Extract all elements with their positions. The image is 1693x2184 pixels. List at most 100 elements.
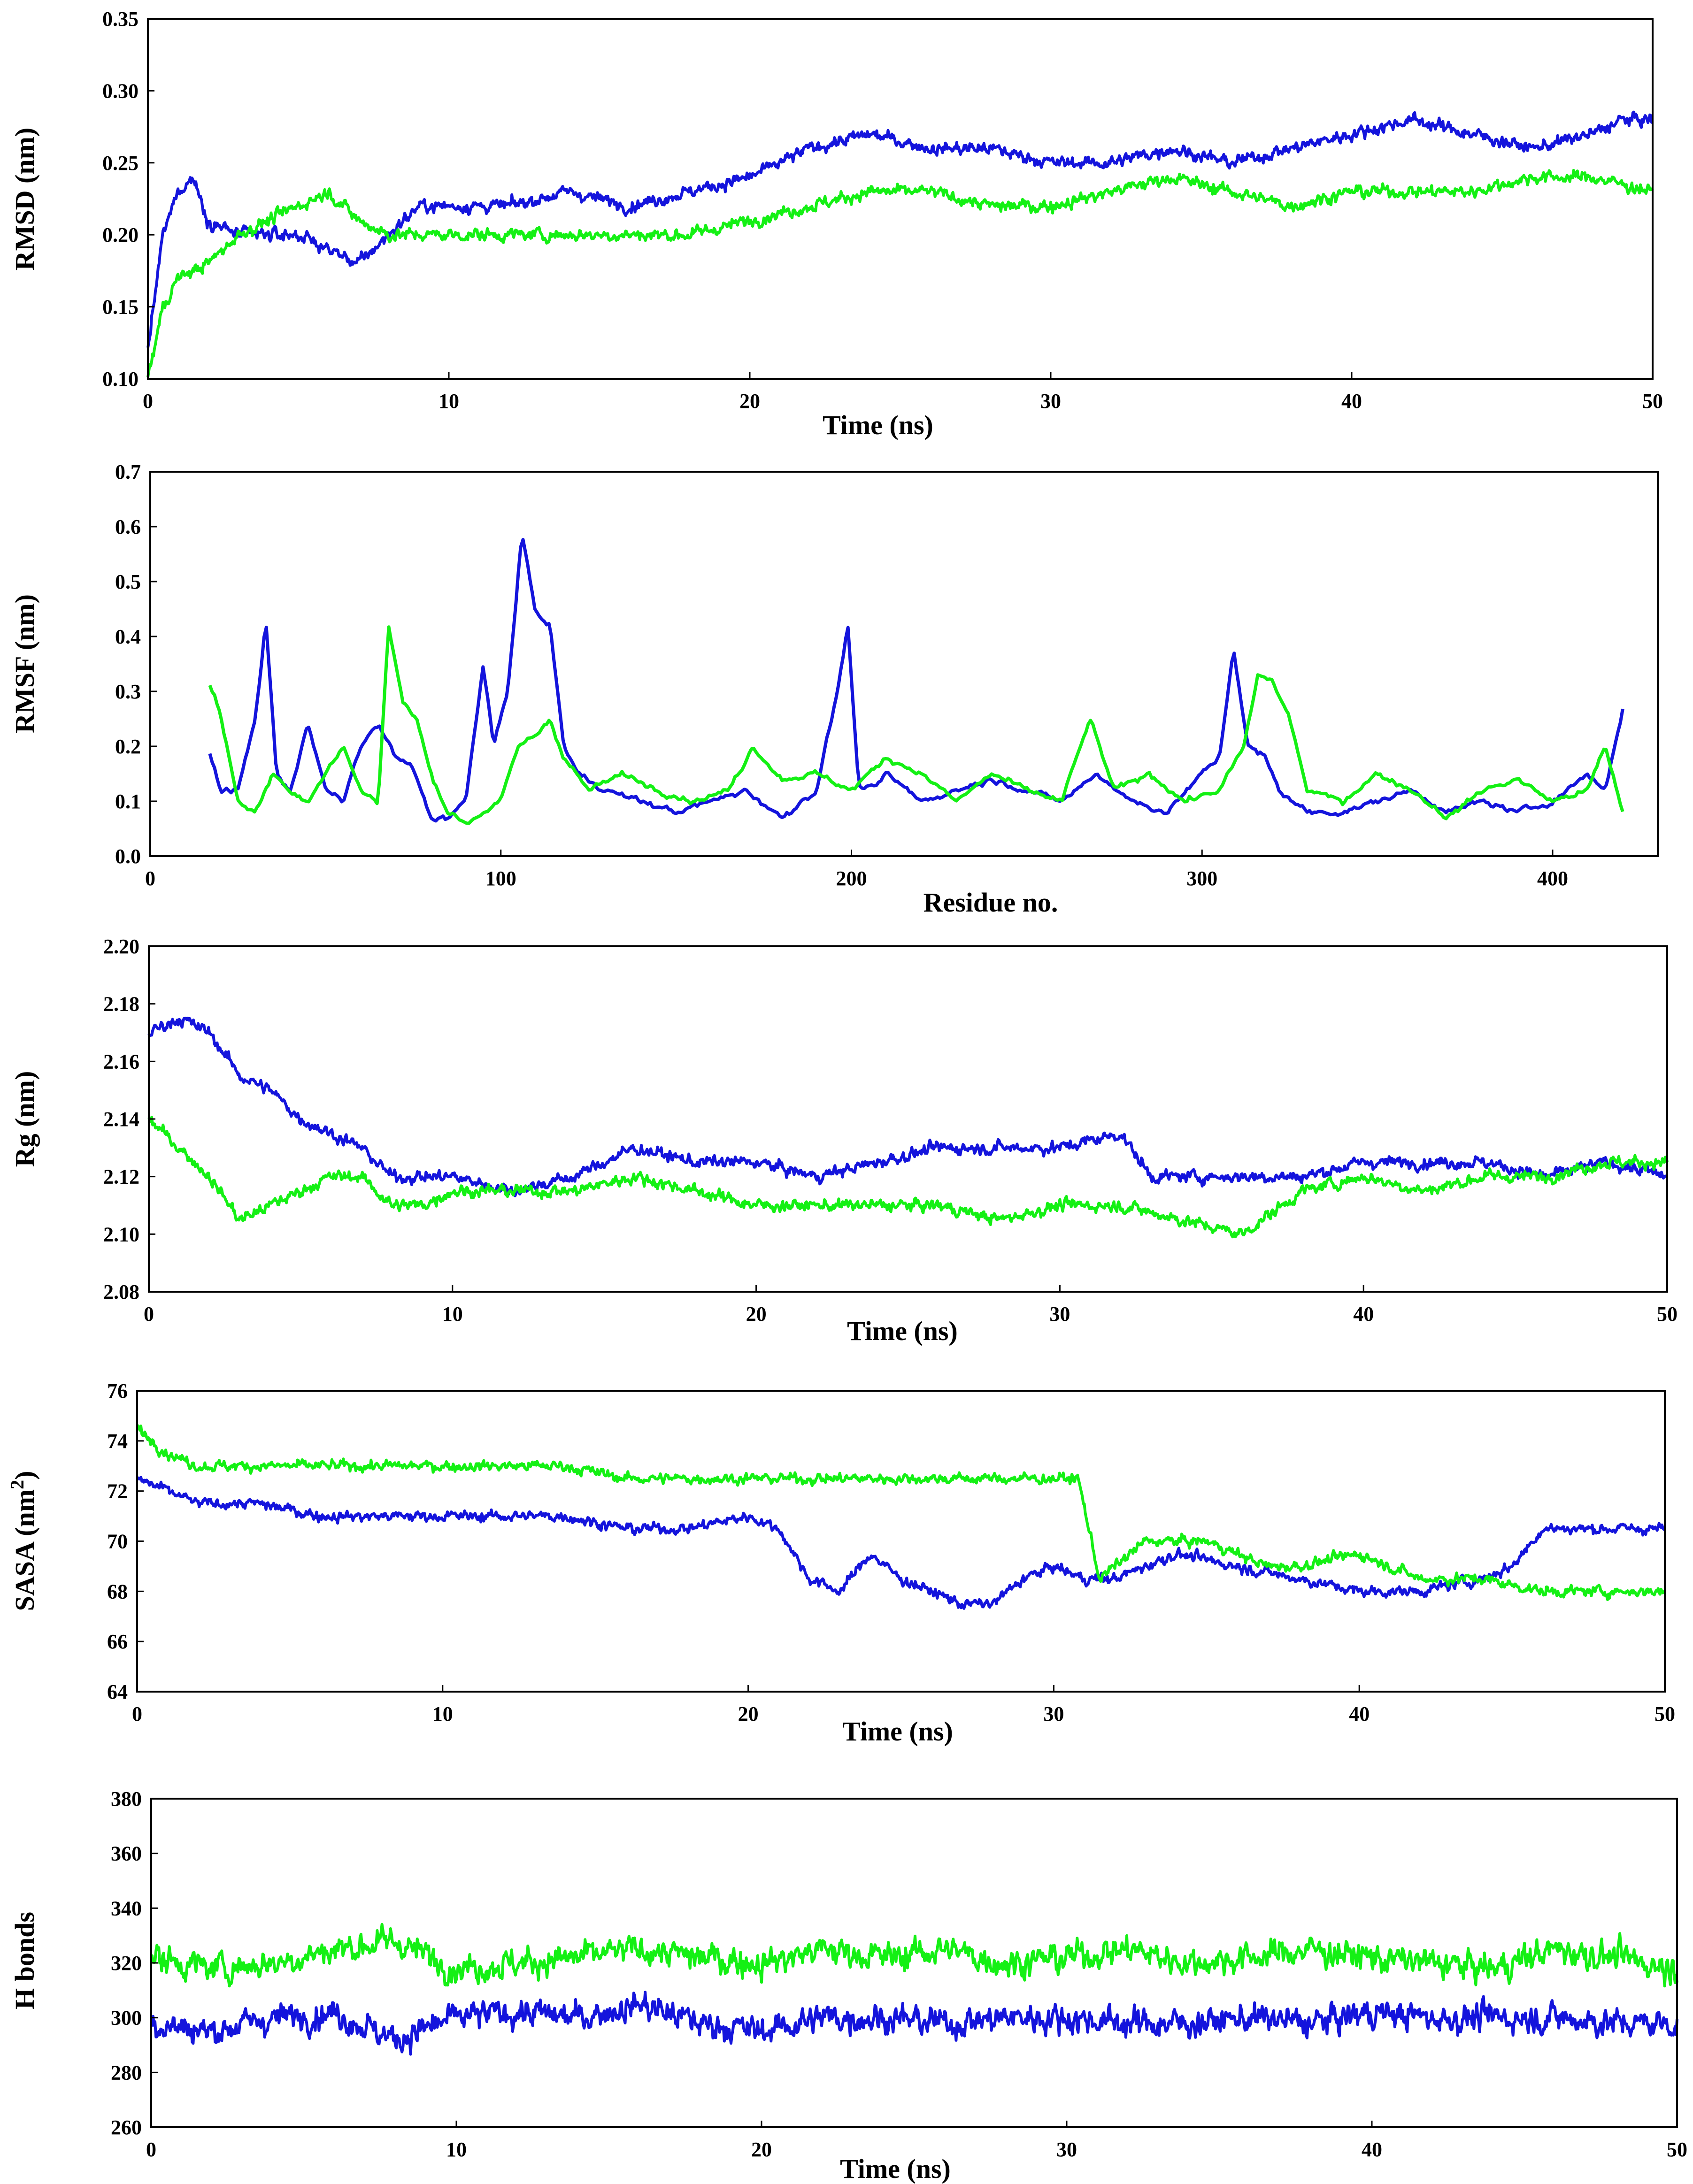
rmsf-x-tick-label: 0	[145, 867, 155, 890]
rmsd-y-tick-label: 0.30	[102, 79, 139, 102]
sasa-y-tick-label: 68	[107, 1580, 128, 1603]
rmsf-y-tick-label: 0.7	[115, 460, 141, 483]
sasa-x-axis-label: Time (ns)	[842, 1716, 953, 1747]
rg-series-layer	[147, 1017, 1669, 1239]
rmsd-y-tick-label: 0.25	[102, 152, 139, 175]
rg-y-tick-label: 2.12	[103, 1165, 139, 1188]
hbonds-y-tick-label: 300	[111, 2007, 142, 2030]
rmsf-y-tick-label: 0.6	[115, 515, 141, 538]
rmsd-x-tick-label: 40	[1341, 390, 1362, 413]
rmsd-y-axis-label: RMSD (nm)	[9, 128, 40, 270]
rg-x-ticks: 0 10 20 30 40 50	[144, 1285, 1678, 1326]
hbonds-series-green	[150, 1923, 1678, 1988]
rmsf-series-layer	[208, 538, 1624, 825]
hbonds-y-tick-label: 340	[111, 1897, 142, 1920]
sasa-x-tick-label: 50	[1655, 1702, 1675, 1725]
rg-y-tick-label: 2.18	[103, 993, 139, 1016]
rg-x-tick-label: 20	[746, 1303, 767, 1326]
sasa-y-axis-label-close: )	[9, 1471, 40, 1480]
rg-x-tick-label: 50	[1657, 1303, 1678, 1326]
rmsd-x-ticks: 0 10 20 30 40 50	[143, 372, 1663, 413]
sasa-y-axis-label-superscript: 2	[7, 1480, 28, 1489]
sasa-y-tick-label: 64	[107, 1680, 128, 1703]
hbonds-x-tick-label: 30	[1056, 2138, 1077, 2161]
hbonds-x-tick-label: 10	[446, 2138, 467, 2161]
hbonds-y-tick-label: 380	[111, 1787, 142, 1810]
rmsf-x-tick-label: 400	[1537, 867, 1568, 890]
rmsd-x-tick-label: 50	[1642, 390, 1663, 413]
rmsf-x-ticks: 0 100 200 300 400	[145, 850, 1568, 890]
rmsf-x-tick-label: 300	[1186, 867, 1217, 890]
rg-panel: 0 10 20 30 40 50 2.08 2.10 2.12 2.14 2.16 2.18 2.20…	[9, 935, 1678, 1346]
hbonds-y-tick-label: 360	[111, 1842, 142, 1865]
sasa-y-tick-label: 74	[107, 1430, 128, 1453]
rg-x-axis-label: Time (ns)	[847, 1316, 958, 1346]
sasa-panel: 0 10 20 30 40 50 64 66 68 70 72 74 76 Time (ns) SAS…	[7, 1379, 1676, 1747]
rmsf-series-blue	[208, 538, 1624, 823]
rmsf-plot-frame	[149, 471, 1659, 857]
sasa-x-tick-label: 20	[738, 1702, 759, 1725]
rmsd-x-tick-label: 30	[1040, 390, 1061, 413]
rg-x-tick-label: 30	[1049, 1303, 1070, 1326]
rg-y-tick-label: 2.08	[103, 1280, 139, 1303]
rmsf-y-tick-label: 0.3	[115, 680, 141, 703]
rmsf-y-tick-label: 0.4	[115, 625, 141, 648]
hbonds-y-axis-label: H bonds	[9, 1912, 40, 2009]
rmsd-plot-frame	[147, 18, 1654, 380]
hbonds-panel: 0 10 20 30 40 50 260 280 300 320 340 360 380 Time (…	[9, 1787, 1687, 2184]
rmsf-x-axis-label: Residue no.	[923, 887, 1058, 918]
rmsf-x-tick-label: 100	[485, 867, 516, 890]
sasa-x-tick-label: 30	[1043, 1702, 1064, 1725]
rmsd-x-tick-label: 20	[739, 390, 760, 413]
rg-y-axis-label: Rg (nm)	[9, 1071, 40, 1167]
sasa-y-axis-label: SASA (nm2)	[7, 1471, 40, 1611]
sasa-y-tick-label: 76	[107, 1379, 128, 1402]
rg-y-tick-label: 2.10	[103, 1223, 139, 1246]
hbonds-x-tick-label: 50	[1667, 2138, 1687, 2161]
rmsd-series-layer	[146, 110, 1654, 378]
rg-y-ticks: 2.08 2.10 2.12 2.14 2.16 2.18 2.20	[103, 935, 155, 1303]
rg-series-green	[147, 1116, 1669, 1239]
rmsf-y-tick-label: 0.5	[115, 570, 141, 593]
rmsd-y-tick-label: 0.20	[102, 223, 139, 246]
hbonds-x-tick-label: 40	[1362, 2138, 1382, 2161]
sasa-x-tick-label: 40	[1349, 1702, 1370, 1725]
sasa-y-ticks: 64 66 68 70 72 74 76	[107, 1379, 144, 1703]
rmsd-series-blue	[146, 110, 1654, 348]
hbonds-x-axis-label: Time (ns)	[840, 2153, 951, 2184]
hbonds-y-tick-label: 320	[111, 1952, 142, 1975]
hbonds-x-ticks: 0 10 20 30 40 50	[146, 2121, 1687, 2161]
sasa-x-ticks: 0 10 20 30 40 50	[132, 1685, 1675, 1725]
rg-x-tick-label: 0	[144, 1303, 154, 1326]
rmsf-y-tick-label: 0.1	[115, 790, 141, 813]
rmsd-y-tick-label: 0.35	[102, 8, 139, 31]
sasa-series-blue	[136, 1476, 1666, 1610]
sasa-series-layer	[136, 1424, 1666, 1610]
rmsf-y-tick-label: 0.0	[115, 845, 141, 868]
rmsf-x-tick-label: 200	[836, 867, 867, 890]
rg-y-tick-label: 2.14	[103, 1108, 139, 1131]
rmsf-panel: 0 100 200 300 400 0.0 0.1 0.2 0.3 0.4 0.5 0.6 0.7 R…	[9, 460, 1659, 918]
hbonds-series-layer	[150, 1923, 1678, 2056]
sasa-series-green	[136, 1424, 1666, 1602]
rmsd-panel: 0 10 20 30 40 50 0.10 0.15 0.20 0.25 0.30 0.35 Tim…	[9, 8, 1663, 440]
sasa-y-tick-label: 66	[107, 1630, 128, 1653]
sasa-x-tick-label: 10	[432, 1702, 453, 1725]
sasa-y-tick-label: 70	[107, 1530, 128, 1553]
rmsd-series-green	[146, 169, 1654, 378]
rmsd-y-ticks: 0.10 0.15 0.20 0.25 0.30 0.35	[102, 8, 154, 391]
rg-y-tick-label: 2.20	[103, 935, 139, 958]
rg-x-tick-label: 10	[442, 1303, 463, 1326]
rmsf-series-green	[208, 625, 1624, 825]
sasa-y-tick-label: 72	[107, 1480, 128, 1503]
rg-x-tick-label: 40	[1353, 1303, 1374, 1326]
rmsd-x-tick-label: 10	[439, 390, 459, 413]
sasa-y-axis-label-main: SASA (nm	[9, 1489, 40, 1611]
hbonds-x-tick-label: 20	[751, 2138, 772, 2161]
rmsf-y-tick-label: 0.2	[115, 735, 141, 758]
rmsd-y-tick-label: 0.10	[102, 368, 139, 391]
sasa-x-tick-label: 0	[132, 1702, 142, 1725]
hbonds-series-blue	[150, 1991, 1678, 2056]
